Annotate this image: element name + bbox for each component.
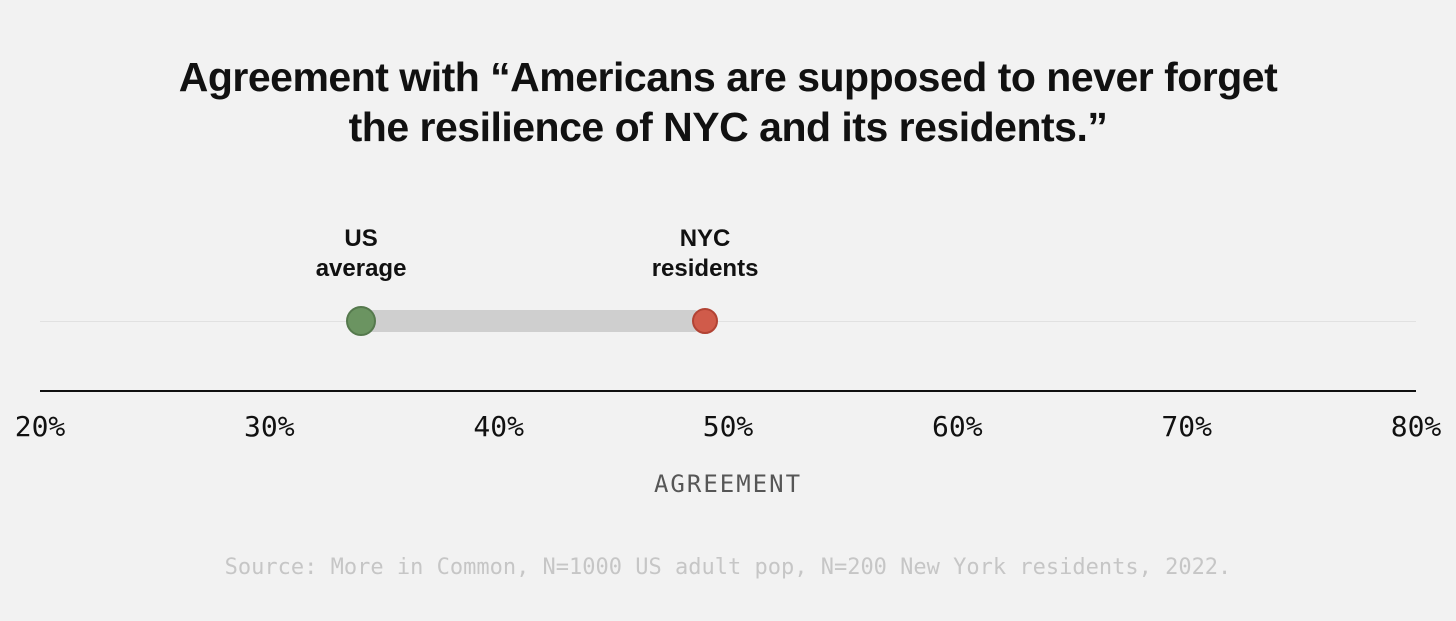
source-note: Source: More in Common, N=1000 US adult … [40,555,1416,580]
axis-baseline [40,390,1416,392]
axis-title: AGREEMENT [40,470,1416,498]
axis-tick: 30% [244,410,295,443]
axis-ticks: 20%30%40%50%60%70%80% [40,410,1416,450]
axis-tick: 40% [473,410,524,443]
axis-tick: 70% [1161,410,1212,443]
guideline [40,321,1416,322]
axis-tick: 20% [15,410,66,443]
range-connector [361,310,705,332]
chart-title: Agreement with “Americans are supposed t… [153,0,1303,152]
point-label-nyc: NYC residents [652,224,759,284]
point-us [346,306,376,336]
axis-tick: 60% [932,410,983,443]
point-nyc [692,308,718,334]
axis-tick: 80% [1391,410,1442,443]
point-label-us: US average [316,224,407,284]
plot-area: 20%30%40%50%60%70%80% US averageNYC resi… [40,200,1416,390]
axis-tick: 50% [703,410,754,443]
